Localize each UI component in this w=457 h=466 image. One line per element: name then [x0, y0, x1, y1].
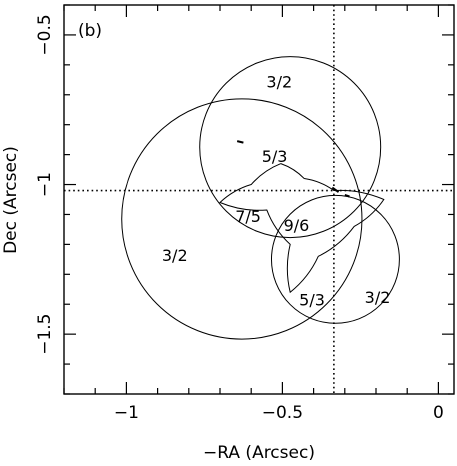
region-label: 7/5	[235, 207, 261, 226]
region-label: 3/2	[365, 288, 391, 307]
plot-area	[64, 5, 454, 394]
x-axis-label: −RA (Arcsec)	[203, 443, 315, 463]
panel-label: (b)	[78, 21, 102, 41]
circle-1	[199, 56, 382, 239]
region-label: 9/6	[284, 216, 310, 235]
x-tick-label: 0	[433, 403, 444, 423]
region-label: 3/2	[266, 72, 292, 91]
caustic-curve	[219, 163, 385, 294]
region-label: 5/3	[262, 147, 288, 166]
x-tick-label: −0.5	[262, 403, 303, 423]
plot-frame	[63, 4, 455, 395]
small-mark-3	[344, 194, 350, 198]
x-tick-label: −1	[114, 403, 139, 423]
y-axis-label: Dec (Arcsec)	[1, 146, 21, 254]
y-tick-label: −0.5	[35, 14, 55, 55]
circle-2	[121, 98, 363, 340]
circle-3	[270, 194, 400, 324]
small-mark-1	[236, 140, 244, 144]
region-label: 5/3	[299, 291, 325, 310]
region-label: 3/2	[162, 246, 188, 265]
y-tick-label: −1	[35, 172, 55, 197]
y-tick-label: −1.5	[35, 314, 55, 355]
